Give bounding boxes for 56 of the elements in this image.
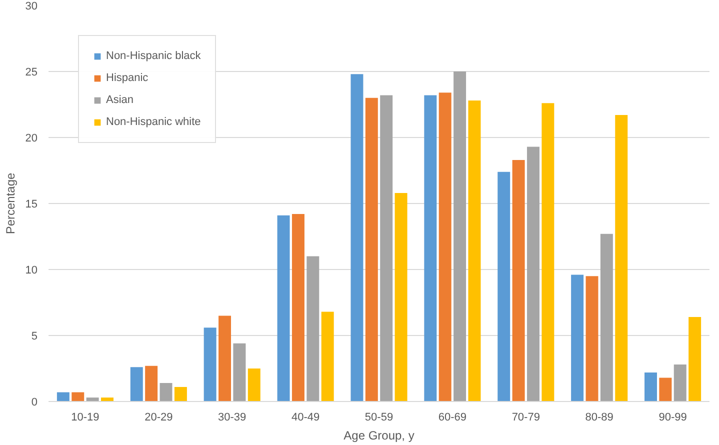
bar — [571, 274, 584, 402]
y-tick-label: 25 — [25, 66, 38, 78]
y-tick-label: 5 — [31, 330, 38, 342]
bar — [688, 317, 702, 402]
bar — [438, 92, 452, 402]
bar — [130, 367, 143, 402]
bar — [204, 328, 216, 402]
x-tick-label: 30-39 — [218, 412, 246, 424]
bar — [424, 95, 437, 402]
y-tick-label: 20 — [25, 132, 38, 144]
bar — [321, 312, 334, 402]
bar — [644, 372, 657, 402]
bar — [586, 276, 598, 402]
bar — [160, 383, 172, 402]
y-tick-label: 30 — [25, 0, 38, 12]
bar — [365, 98, 378, 402]
x-tick-label: 10-19 — [71, 412, 100, 424]
bar — [512, 160, 525, 402]
y-axis-title: Percentage — [3, 172, 18, 234]
y-tick-label: 15 — [25, 198, 38, 210]
bar — [380, 95, 393, 402]
bar — [615, 115, 628, 402]
legend-label: Non-Hispanic white — [106, 116, 201, 128]
bar — [659, 378, 672, 402]
bar — [394, 192, 408, 402]
bar — [72, 392, 84, 402]
x-axis-title: Age Group, y — [344, 428, 414, 442]
x-tick-label: 80-89 — [585, 412, 614, 424]
bar — [248, 368, 260, 402]
bar — [306, 256, 320, 402]
bar — [674, 364, 686, 402]
legend-label: Asian — [106, 94, 134, 106]
x-tick-label: 90-99 — [658, 412, 687, 424]
x-tick-label: 70-79 — [512, 412, 540, 424]
bar — [56, 392, 70, 402]
bar — [350, 74, 364, 402]
y-tick-label: 10 — [25, 264, 38, 276]
x-tick-label: 40-49 — [291, 412, 320, 424]
bar — [292, 214, 304, 402]
bar — [468, 100, 481, 402]
bar — [498, 172, 510, 402]
bar — [174, 386, 187, 402]
x-tick-label: 20-29 — [144, 412, 173, 424]
y-tick-label: 0 — [31, 396, 38, 408]
legend-label: Hispanic — [106, 72, 148, 84]
bar — [454, 72, 466, 402]
x-tick-label: 50-59 — [364, 412, 394, 424]
x-tick-label: 60-69 — [438, 412, 467, 424]
bar — [233, 343, 246, 402]
bar — [526, 146, 540, 402]
bar — [145, 366, 158, 402]
legend-label: Non-Hispanic black — [106, 50, 201, 62]
bar — [277, 215, 290, 402]
bar — [542, 103, 554, 402]
bar — [600, 234, 613, 402]
bar — [218, 316, 232, 402]
